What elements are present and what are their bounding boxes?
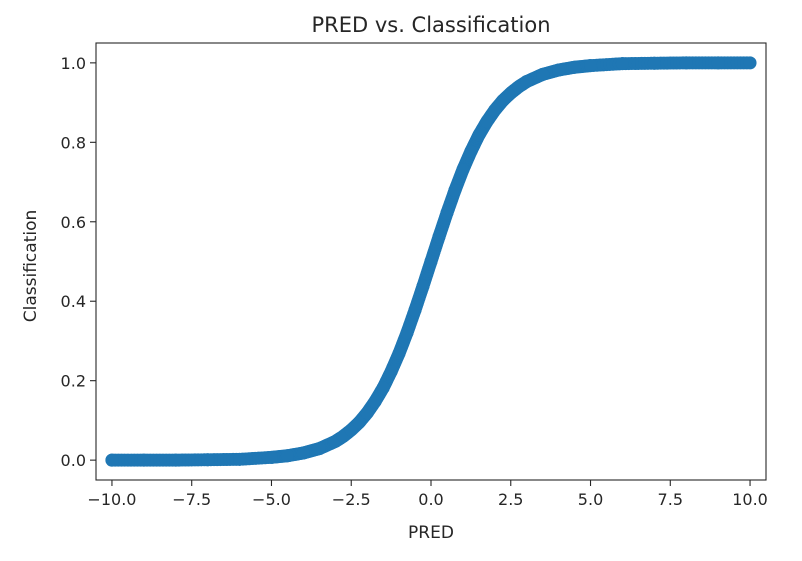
data-point: [392, 346, 406, 360]
data-point: [312, 442, 326, 456]
data-point: [711, 56, 725, 70]
data-point: [384, 365, 398, 379]
data-point: [472, 128, 486, 142]
y-tick-label: 1.0: [61, 54, 86, 73]
data-point: [647, 56, 661, 70]
data-point: [743, 56, 757, 70]
data-point: [296, 446, 310, 460]
y-tick-label: 0.6: [61, 213, 86, 232]
x-tick-label: −2.5: [332, 490, 371, 509]
data-point: [464, 144, 478, 158]
data-point: [440, 206, 454, 220]
data-point: [568, 60, 582, 74]
y-tick-label: 0.0: [61, 451, 86, 470]
data-point: [105, 453, 119, 467]
x-tick-label: 10.0: [732, 490, 768, 509]
data-point: [360, 406, 374, 420]
x-axis-label: PRED: [408, 523, 454, 543]
data-point: [169, 453, 183, 467]
x-tick-label: −7.5: [172, 490, 211, 509]
x-tick-label: 0.0: [418, 490, 443, 509]
x-tick-label: −10.0: [87, 490, 136, 509]
x-tick-label: −5.0: [252, 490, 291, 509]
data-point: [376, 381, 390, 395]
data-point: [408, 303, 422, 317]
data-point: [368, 394, 382, 408]
data-point: [488, 103, 502, 117]
data-point: [536, 67, 550, 81]
axes: −10.0 −7.5 −5.0 −2.5 0.0 2.5 5.0 7.5 10.0 0.0 0.2 0…: [61, 42, 768, 509]
data-point: [520, 75, 534, 89]
x-tick-label: 5.0: [578, 490, 603, 509]
y-axis-label: Classification: [21, 210, 41, 322]
data-point: [233, 452, 247, 466]
data-point: [264, 450, 278, 464]
data-point: [480, 115, 494, 129]
series-0: [105, 56, 757, 467]
data-point: [424, 255, 438, 268]
y-tick-label: 0.4: [61, 292, 86, 311]
data-point: [456, 163, 470, 177]
data-point: [416, 279, 430, 293]
y-tick-label: 0.2: [61, 372, 86, 391]
data-point: [400, 326, 414, 340]
data-point: [448, 183, 462, 197]
data-point: [432, 230, 446, 244]
x-tick-label: 2.5: [498, 490, 523, 509]
data-point: [584, 59, 598, 73]
data-point: [137, 453, 151, 467]
chart-title: PRED vs. Classification: [311, 13, 550, 37]
x-tick-label: 7.5: [658, 490, 683, 509]
y-tick-label: 0.8: [61, 133, 86, 152]
data-point: [615, 57, 629, 71]
data-point: [280, 449, 294, 463]
data-point: [352, 415, 366, 429]
plot-area: [105, 56, 757, 467]
data-point: [679, 56, 693, 70]
data-point: [552, 63, 566, 77]
data-point: [201, 453, 215, 467]
